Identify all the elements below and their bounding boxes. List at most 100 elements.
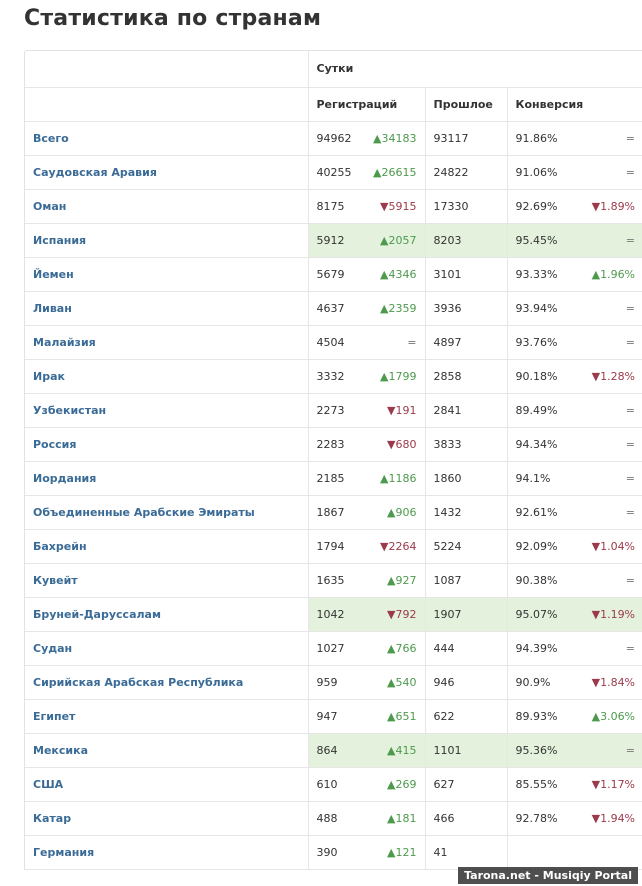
- country-link[interactable]: Германия: [25, 835, 308, 870]
- previous-value: 1101: [433, 743, 462, 757]
- previous-value: 5224: [433, 539, 462, 553]
- previous-value: 17330: [433, 199, 469, 213]
- country-link[interactable]: Йемен: [25, 257, 308, 292]
- registrations-value: 94962: [316, 131, 352, 145]
- registrations-value: 5912: [316, 233, 345, 247]
- registrations-cell: 390 ▲121: [307, 835, 425, 870]
- registrations-delta: ▼2264: [380, 539, 417, 553]
- previous-cell: 24822: [424, 155, 507, 190]
- registrations-value: 3332: [316, 369, 345, 383]
- conversion-delta: ▲3.06%: [591, 709, 636, 723]
- table-header-group-row: Сутки: [25, 51, 642, 88]
- country-link[interactable]: Иордания: [25, 461, 308, 496]
- country-link[interactable]: Ирак: [25, 359, 308, 394]
- registrations-delta: ▲906: [387, 505, 417, 519]
- table-body: Всего 94962 ▲34183 93117 91.86% = Саудовская А…: [25, 121, 642, 870]
- registrations-delta: ▲766: [387, 641, 417, 655]
- table-row: Кувейт 1635 ▲927 1087 90.38% =: [25, 563, 642, 598]
- conversion-value: 95.45%: [515, 233, 558, 247]
- previous-value: 2841: [433, 403, 462, 417]
- registrations-delta: ▼680: [387, 437, 417, 451]
- header-previous[interactable]: Прошлое: [424, 87, 507, 122]
- registrations-value: 2273: [316, 403, 345, 417]
- country-link[interactable]: Испания: [25, 223, 308, 258]
- header-conversion[interactable]: Конверсия: [506, 87, 642, 122]
- country-link[interactable]: Бахрейн: [25, 529, 308, 564]
- country-link[interactable]: Египет: [25, 699, 308, 734]
- registrations-cell: 3332 ▲1799: [307, 359, 425, 394]
- table-row: Германия 390 ▲121 41: [25, 835, 642, 870]
- previous-cell: 5224: [424, 529, 507, 564]
- registrations-value: 610: [316, 777, 338, 791]
- conversion-delta: =: [625, 403, 636, 417]
- country-link[interactable]: Малайзия: [25, 325, 308, 360]
- previous-value: 3833: [433, 437, 462, 451]
- conversion-delta: ▼1.84%: [591, 675, 636, 689]
- conversion-value: 95.36%: [515, 743, 558, 757]
- registrations-delta: =: [407, 335, 417, 349]
- table-row: Ливан 4637 ▲2359 3936 93.94% =: [25, 291, 642, 326]
- conversion-value: 90.38%: [515, 573, 558, 587]
- country-link[interactable]: Россия: [25, 427, 308, 462]
- previous-value: 3936: [433, 301, 462, 315]
- registrations-cell: 1867 ▲906: [307, 495, 425, 530]
- registrations-cell: 5912 ▲2057: [307, 223, 425, 258]
- registrations-cell: 1027 ▲766: [307, 631, 425, 666]
- conversion-value: 92.78%: [515, 811, 558, 825]
- previous-value: 41: [433, 845, 448, 859]
- previous-value: 622: [433, 709, 455, 723]
- registrations-value: 390: [316, 845, 338, 859]
- previous-cell: 3101: [424, 257, 507, 292]
- conversion-cell: 85.55% ▼1.17%: [506, 767, 642, 802]
- conversion-cell: 95.45% =: [506, 223, 642, 258]
- previous-cell: 466: [424, 801, 507, 836]
- registrations-delta: ▼5915: [380, 199, 417, 213]
- conversion-cell: 92.09% ▼1.04%: [506, 529, 642, 564]
- conversion-delta: =: [625, 335, 636, 349]
- previous-cell: 1432: [424, 495, 507, 530]
- previous-cell: 8203: [424, 223, 507, 258]
- conversion-cell: [506, 835, 642, 870]
- country-link[interactable]: Саудовская Аравия: [25, 155, 308, 190]
- country-link[interactable]: Узбекистан: [25, 393, 308, 428]
- registrations-cell: 2273 ▼191: [307, 393, 425, 428]
- table-row: Объединенные Арабские Эмираты 1867 ▲906 143…: [25, 495, 642, 530]
- previous-value: 93117: [433, 131, 469, 145]
- previous-value: 1087: [433, 573, 462, 587]
- watermark: Tarona.net - Musiqiy Portal: [458, 867, 638, 884]
- conversion-delta: =: [625, 233, 636, 247]
- previous-cell: 627: [424, 767, 507, 802]
- country-link[interactable]: Ливан: [25, 291, 308, 326]
- country-link[interactable]: Судан: [25, 631, 308, 666]
- country-link[interactable]: Всего: [25, 121, 308, 156]
- registrations-cell: 1635 ▲927: [307, 563, 425, 598]
- registrations-delta: ▼792: [387, 607, 417, 621]
- country-link[interactable]: Кувейт: [25, 563, 308, 598]
- country-link[interactable]: Объединенные Арабские Эмираты: [25, 495, 308, 530]
- conversion-value: 93.94%: [515, 301, 558, 315]
- page-title: Статистика по странам: [24, 6, 322, 31]
- registrations-value: 4504: [316, 335, 345, 349]
- conversion-value: 94.39%: [515, 641, 558, 655]
- country-link[interactable]: Мексика: [25, 733, 308, 768]
- country-link[interactable]: Бруней-Даруссалам: [25, 597, 308, 632]
- country-link[interactable]: Оман: [25, 189, 308, 224]
- conversion-delta: =: [625, 505, 636, 519]
- registrations-cell: 947 ▲651: [307, 699, 425, 734]
- conversion-cell: 90.38% =: [506, 563, 642, 598]
- table-row: Ирак 3332 ▲1799 2858 90.18% ▼1.28%: [25, 359, 642, 394]
- conversion-value: 93.33%: [515, 267, 558, 281]
- conversion-value: 91.86%: [515, 131, 558, 145]
- previous-cell: 4897: [424, 325, 507, 360]
- table-row: Сирийская Арабская Республика 959 ▲540 946 9…: [25, 665, 642, 700]
- header-group-day: Сутки: [307, 51, 642, 88]
- country-link[interactable]: США: [25, 767, 308, 802]
- previous-cell: 444: [424, 631, 507, 666]
- header-registrations[interactable]: Регистраций: [307, 87, 425, 122]
- country-link[interactable]: Сирийская Арабская Республика: [25, 665, 308, 700]
- conversion-cell: 94.39% =: [506, 631, 642, 666]
- conversion-value: 90.18%: [515, 369, 558, 383]
- country-link[interactable]: Катар: [25, 801, 308, 836]
- registrations-delta: ▲2057: [380, 233, 417, 247]
- conversion-value: 91.06%: [515, 165, 558, 179]
